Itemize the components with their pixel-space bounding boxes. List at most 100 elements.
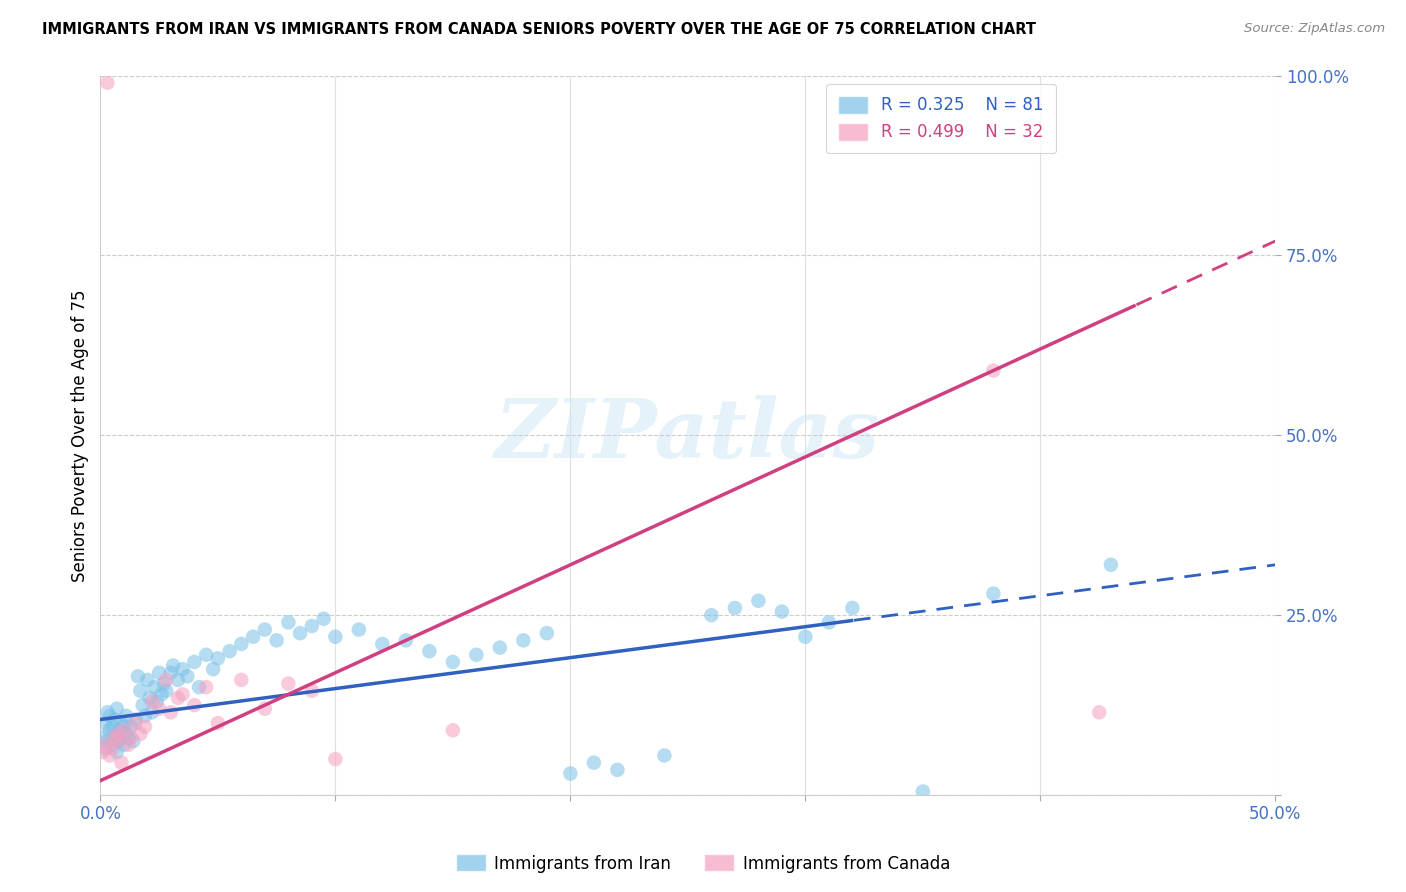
Point bbox=[172, 687, 194, 701]
Point bbox=[654, 748, 676, 763]
Point bbox=[207, 716, 229, 731]
Point bbox=[98, 748, 121, 763]
Point bbox=[560, 766, 582, 780]
Point bbox=[371, 637, 394, 651]
Point bbox=[277, 676, 299, 690]
Point bbox=[183, 698, 205, 712]
Point bbox=[101, 741, 124, 756]
Point bbox=[124, 713, 146, 727]
Point bbox=[155, 673, 177, 687]
Point bbox=[91, 731, 114, 745]
Point bbox=[145, 694, 167, 708]
Point bbox=[148, 702, 170, 716]
Point bbox=[202, 662, 225, 676]
Point bbox=[108, 734, 131, 748]
Point bbox=[129, 683, 152, 698]
Point bbox=[395, 633, 418, 648]
Point bbox=[418, 644, 440, 658]
Point bbox=[96, 76, 118, 90]
Point bbox=[347, 623, 370, 637]
Point bbox=[325, 630, 347, 644]
Point bbox=[134, 720, 156, 734]
Point bbox=[162, 658, 184, 673]
Y-axis label: Seniors Poverty Over the Age of 75: Seniors Poverty Over the Age of 75 bbox=[72, 289, 89, 582]
Point bbox=[1088, 706, 1111, 720]
Point bbox=[231, 637, 253, 651]
Point bbox=[136, 673, 159, 687]
Point bbox=[120, 731, 142, 745]
Text: IMMIGRANTS FROM IRAN VS IMMIGRANTS FROM CANADA SENIORS POVERTY OVER THE AGE OF 7: IMMIGRANTS FROM IRAN VS IMMIGRANTS FROM … bbox=[42, 22, 1036, 37]
Point bbox=[101, 720, 124, 734]
Point bbox=[188, 680, 211, 694]
Point bbox=[167, 673, 190, 687]
Point bbox=[138, 690, 160, 705]
Point bbox=[131, 698, 153, 712]
Legend: Immigrants from Iran, Immigrants from Canada: Immigrants from Iran, Immigrants from Ca… bbox=[449, 847, 957, 880]
Legend: R = 0.325    N = 81, R = 0.499    N = 32: R = 0.325 N = 81, R = 0.499 N = 32 bbox=[827, 84, 1056, 153]
Point bbox=[108, 727, 131, 741]
Point bbox=[110, 731, 132, 745]
Point bbox=[110, 756, 132, 770]
Point bbox=[117, 738, 139, 752]
Point bbox=[818, 615, 841, 630]
Point bbox=[150, 687, 173, 701]
Point bbox=[794, 630, 817, 644]
Point bbox=[110, 716, 132, 731]
Point bbox=[129, 727, 152, 741]
Point bbox=[301, 619, 323, 633]
Point bbox=[536, 626, 558, 640]
Point bbox=[582, 756, 605, 770]
Point bbox=[465, 648, 488, 662]
Text: ZIPatlas: ZIPatlas bbox=[495, 395, 880, 475]
Point bbox=[112, 720, 135, 734]
Point bbox=[120, 720, 142, 734]
Point bbox=[124, 716, 146, 731]
Point bbox=[108, 723, 131, 738]
Point bbox=[983, 586, 1005, 600]
Point bbox=[141, 706, 163, 720]
Point bbox=[983, 363, 1005, 377]
Point bbox=[441, 655, 464, 669]
Point bbox=[172, 662, 194, 676]
Point bbox=[160, 706, 183, 720]
Point bbox=[103, 731, 125, 745]
Point bbox=[288, 626, 311, 640]
Point bbox=[770, 605, 793, 619]
Point bbox=[218, 644, 240, 658]
Point bbox=[94, 741, 117, 756]
Point bbox=[160, 665, 183, 680]
Point bbox=[98, 723, 121, 738]
Point bbox=[103, 713, 125, 727]
Point bbox=[700, 608, 723, 623]
Point bbox=[183, 655, 205, 669]
Point bbox=[176, 669, 198, 683]
Point bbox=[112, 738, 135, 752]
Point bbox=[167, 690, 190, 705]
Point bbox=[96, 706, 118, 720]
Point bbox=[512, 633, 534, 648]
Point bbox=[747, 594, 769, 608]
Point bbox=[911, 784, 934, 798]
Point bbox=[115, 709, 138, 723]
Point bbox=[112, 723, 135, 738]
Point bbox=[143, 680, 166, 694]
Point bbox=[207, 651, 229, 665]
Point bbox=[606, 763, 628, 777]
Point bbox=[253, 623, 276, 637]
Point bbox=[325, 752, 347, 766]
Point bbox=[1099, 558, 1122, 572]
Point bbox=[105, 702, 128, 716]
Point bbox=[841, 601, 863, 615]
Point bbox=[253, 702, 276, 716]
Point bbox=[103, 727, 125, 741]
Point bbox=[122, 734, 145, 748]
Point bbox=[195, 648, 218, 662]
Point bbox=[441, 723, 464, 738]
Point bbox=[266, 633, 288, 648]
Point bbox=[724, 601, 747, 615]
Point bbox=[105, 734, 128, 748]
Point bbox=[489, 640, 512, 655]
Point bbox=[94, 738, 117, 752]
Point bbox=[153, 676, 176, 690]
Point bbox=[242, 630, 264, 644]
